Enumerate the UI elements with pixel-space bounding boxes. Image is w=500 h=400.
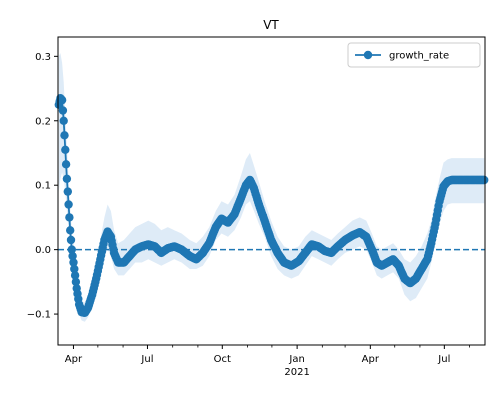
data-point (62, 174, 72, 183)
y-tick-label: 0.2 (35, 116, 51, 127)
y-tick-label: −0.1 (27, 310, 51, 321)
y-tick-label: 0.3 (35, 52, 51, 63)
data-point (66, 235, 76, 245)
data-point (61, 160, 71, 169)
legend-marker (363, 50, 373, 60)
data-point (59, 116, 68, 126)
x-tick-label: Jul (140, 354, 153, 365)
data-point (61, 145, 70, 154)
x-tick-label: Apr (65, 354, 83, 365)
x-tick-label: Oct (214, 354, 231, 365)
plot-area (54, 36, 489, 346)
y-tick-label: 0.1 (35, 181, 51, 192)
data-point (67, 245, 77, 254)
confidence-band (58, 53, 485, 322)
x-year-label: 2021 (284, 367, 309, 378)
data-point (58, 106, 68, 115)
plot-frame (57, 36, 486, 346)
data-point (64, 200, 73, 209)
legend-label: growth_rate (389, 51, 449, 62)
data-point (69, 258, 78, 267)
data-point (66, 226, 75, 235)
data-point (480, 175, 489, 185)
data-point (65, 213, 74, 222)
data-point (71, 277, 81, 287)
y-tick-label: 0.0 (35, 245, 51, 256)
x-tick-label: Jul (437, 354, 450, 365)
data-point (57, 95, 67, 105)
data-point (70, 264, 79, 274)
legend: growth_rate (347, 42, 481, 68)
y-axis: −0.1 0.0 0.1 0.2 0.3 (27, 52, 58, 321)
x-tick-label: Jan (288, 354, 304, 365)
legend-box (347, 42, 481, 68)
data-point (70, 271, 80, 280)
chart-title: VT (263, 18, 279, 32)
data-point (63, 187, 72, 196)
data-point (60, 131, 69, 140)
x-tick-label: Apr (362, 354, 380, 365)
data-point (68, 251, 77, 261)
x-axis: Apr Jul Oct Jan Apr Jul 2021 (65, 345, 470, 378)
